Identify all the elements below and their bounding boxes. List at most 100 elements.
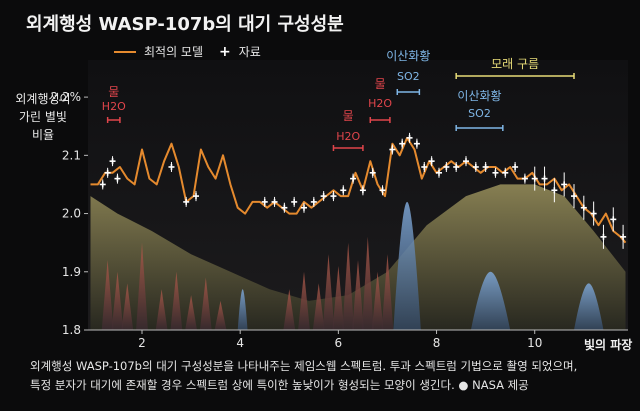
water-absorption-spike [136,242,148,330]
water-absorption-spike [312,283,325,330]
data-point [183,196,190,207]
data-point [443,161,450,172]
water-absorption-spike [381,254,394,330]
annotation-formula: SO2 [397,70,420,83]
chart-legend: 최적의 모델 + 자료 [114,43,261,60]
model-line-swatch [114,50,136,53]
water-absorption-spike [170,271,183,330]
annotation-label: 물 [375,77,386,91]
caption-line: 특정 분자가 대기에 존재할 경우 스펙트럼 상에 특이한 높낮이가 형성되는 … [30,378,455,392]
so2-absorption-band [393,201,421,330]
annotation-label: 이산화황 [386,49,430,63]
data-point [369,167,376,178]
data-plus-icon: + [219,43,231,60]
data-point [271,196,278,207]
x-axis-label: 빛의 파장 [584,338,633,352]
annotation-label: 모래 구름 [491,57,539,71]
legend-model-label: 최적의 모델 [144,45,204,59]
annotation-formula: H2O [102,100,126,113]
annotation-formula: H2O [368,97,392,110]
data-point [463,156,469,167]
data-point [541,166,548,191]
water-absorption-spike [298,271,310,330]
water-absorption-spike [352,260,364,330]
data-point [436,167,442,178]
data-point [168,161,175,172]
data-point [359,185,366,196]
data-point [610,207,617,232]
y-tick-label: 1.9 [62,265,81,279]
data-point [512,161,519,172]
page-title: 외계행성 WASP-107b의 대기 구성성분 [26,14,344,35]
data-point [379,185,386,196]
data-point [590,201,597,226]
data-point [291,196,298,207]
water-absorption-spike [185,295,197,330]
data-point [600,224,607,249]
water-absorption-spike [322,254,335,330]
data-point [561,172,568,197]
figure-caption: 외계행성 WASP-107b의 대기 구성성분을 나타내주는 제임스웹 스펙트럼… [30,357,630,395]
data-point [502,167,509,178]
water-absorption-spike [121,283,134,330]
x-tick-label: 2 [138,336,146,350]
data-point [330,191,337,202]
data-point [320,191,327,202]
x-tick-label: 6 [335,336,343,350]
x-tick-label: 8 [433,336,441,350]
data-point [310,196,317,207]
y-axis-label: 외계행성이 가린 별빛 비율 [8,90,78,144]
annotation-formula: SO2 [468,107,491,120]
data-point [531,166,538,191]
data-point [340,185,347,196]
y-tick-label: 2.0 [62,207,81,221]
water-absorption-spike [332,266,345,330]
data-point [109,156,116,167]
data-point [571,184,577,209]
data-point [620,224,627,249]
water-absorption-spike [199,277,212,330]
water-absorption-spike [283,289,296,330]
data-point [482,161,489,172]
data-point [193,191,199,202]
data-point [472,161,479,172]
data-point [428,156,435,167]
water-absorption-spike [155,289,168,330]
data-point [413,138,420,149]
data-point [406,132,413,143]
y-tick-label: 1.8 [62,323,81,337]
y-tick-label: 2.1 [62,148,81,162]
model-series-line [90,136,627,244]
credit-text: ● NASA 제공 [458,378,529,392]
y-tick-label: 2.2% [51,90,82,104]
annotation-formula: H2O [336,130,360,143]
y-axis-label-line: 가린 별빛 [19,110,67,124]
data-point [281,202,288,213]
data-point [399,138,406,149]
water-absorption-spike [101,260,114,330]
water-absorption-spike [361,236,374,330]
data-point [350,173,357,184]
data-point [580,195,587,220]
data-point [114,173,121,184]
annotation-label: 물 [108,85,119,99]
water-absorption-spike [342,242,355,330]
so2-absorption-band [237,289,248,330]
x-tick-label: 10 [527,336,542,350]
data-point [421,161,428,172]
legend-data-label: 자료 [238,45,261,59]
y-axis-label-line: 외계행성이 [15,92,71,106]
data-point [551,178,558,203]
y-axis-label-line: 비율 [31,128,55,142]
data-point [301,202,307,213]
data-point [492,167,499,178]
water-absorption-spike [214,300,227,330]
data-point [521,173,528,184]
annotation-label: 이산화황 [457,89,501,103]
data-point [104,167,111,178]
water-absorption-spike [111,271,124,330]
data-point [389,144,396,155]
annotation-label: 물 [343,109,354,123]
caption-line: 외계행성 WASP-107b의 대기 구성성분을 나타내주는 제임스웹 스펙트럼… [30,359,578,373]
